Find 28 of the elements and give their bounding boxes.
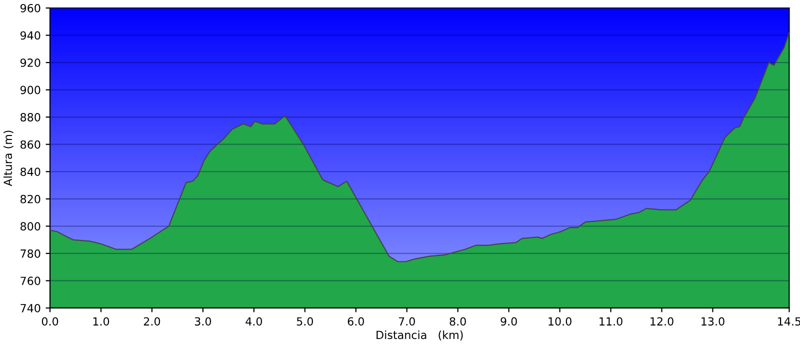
y-axis-title: Altura (m) xyxy=(3,130,14,186)
y-tick-label: 820 xyxy=(20,194,40,204)
y-tick-label: 960 xyxy=(20,4,40,12)
x-tick-label: 0.0 xyxy=(42,317,58,326)
y-tick-label: 760 xyxy=(20,276,40,286)
x-tick-label: 12.0 xyxy=(650,317,674,326)
x-tick-label: 8.0 xyxy=(450,317,466,326)
x-axis-title: Distancia (km) xyxy=(376,330,463,340)
x-tick-label: 10.0 xyxy=(548,317,572,326)
y-tick-label: 840 xyxy=(20,168,40,176)
x-tick-label: 3.0 xyxy=(194,317,212,326)
y-tick-label: 800 xyxy=(20,222,40,231)
x-tick-label: 4.0 xyxy=(246,317,262,326)
y-tick-label: 940 xyxy=(20,31,40,40)
y-tick-label: 900 xyxy=(20,86,40,94)
x-tick-label: 1.0 xyxy=(93,317,110,326)
x-tick-label: 13.0 xyxy=(702,317,724,326)
x-tick-label: 5.0 xyxy=(296,317,313,326)
y-tick-label: 880 xyxy=(20,113,40,122)
y-tick-label: 920 xyxy=(20,58,40,67)
y-tick-label: 860 xyxy=(20,140,40,149)
x-tick-label: 2.0 xyxy=(144,317,160,326)
x-tick-label: 7.0 xyxy=(398,317,415,326)
y-tick-label: 740 xyxy=(20,304,40,312)
x-tick-label: 6.0 xyxy=(348,317,364,326)
y-tick-label: 780 xyxy=(20,249,40,258)
x-tick-label: 11.0 xyxy=(600,317,622,326)
x-tick-label: 9.0 xyxy=(500,317,517,326)
